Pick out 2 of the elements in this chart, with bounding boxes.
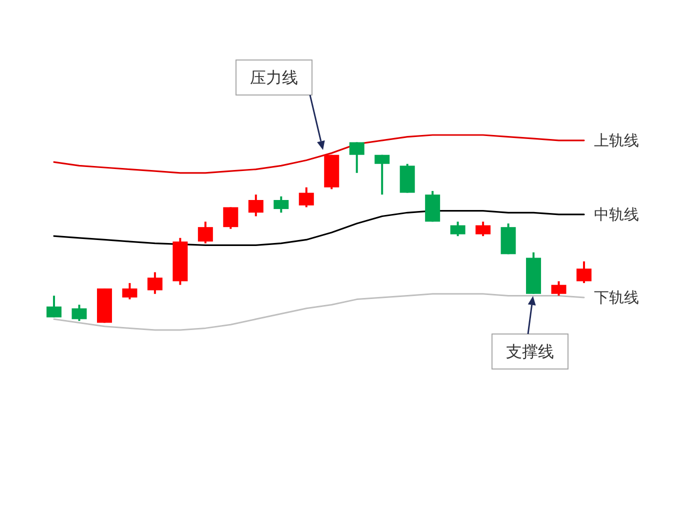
annotation: 支撑线: [492, 296, 568, 370]
annotation: 压力线: [236, 60, 325, 150]
